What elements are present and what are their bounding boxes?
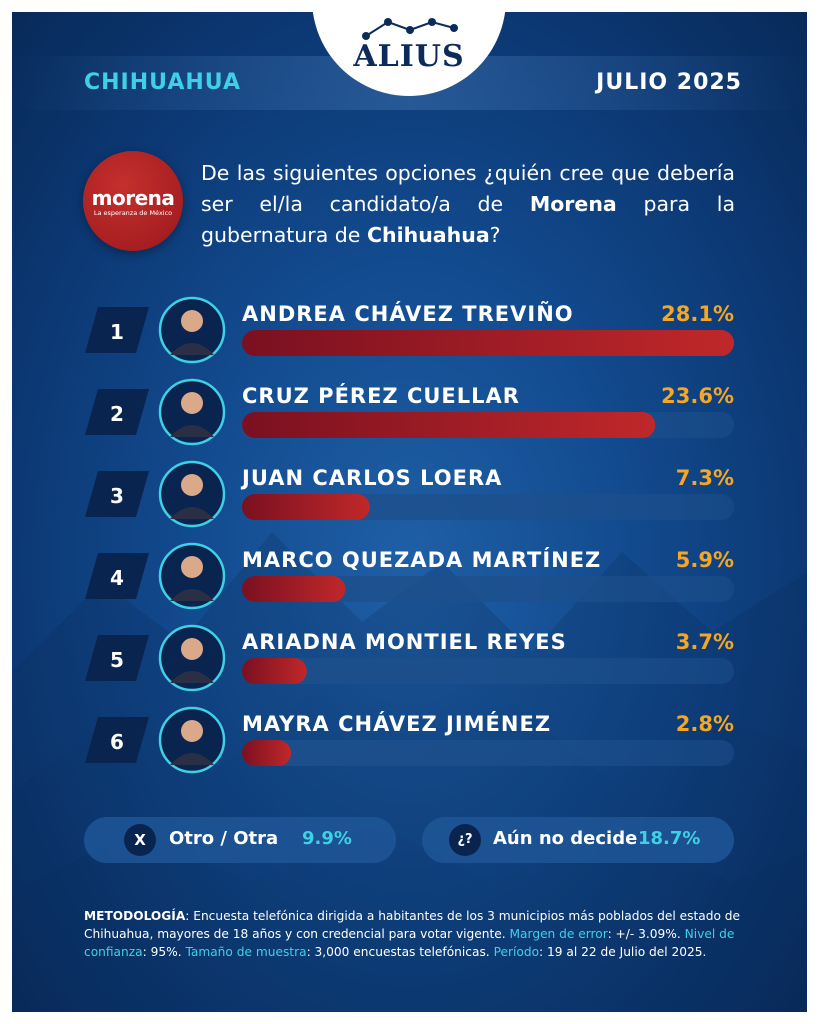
rank-number: 3 bbox=[110, 484, 124, 508]
avatar-head-icon bbox=[181, 556, 203, 578]
bar bbox=[242, 658, 307, 684]
avatar-head-icon bbox=[181, 720, 203, 742]
value-label: 7.3% bbox=[676, 466, 734, 490]
avatar-head-icon bbox=[181, 392, 203, 414]
question-mark-icon: ¿? bbox=[449, 824, 481, 856]
period-label: JULIO 2025 bbox=[596, 70, 742, 95]
avatar-body-icon bbox=[170, 589, 214, 601]
rank-number: 4 bbox=[110, 566, 124, 590]
bar bbox=[242, 494, 370, 520]
bar bbox=[242, 330, 734, 356]
brand-logo: ALIUS bbox=[353, 39, 465, 74]
party-tagline: La esperanza de México bbox=[93, 209, 173, 217]
candidate-name: CRUZ PÉREZ CUELLAR bbox=[242, 383, 520, 408]
party-name: morena bbox=[91, 186, 175, 210]
state-label: CHIHUAHUA bbox=[84, 70, 241, 95]
rank-badge bbox=[85, 635, 149, 681]
other-option-label: Otro / Otra bbox=[169, 828, 279, 849]
avatar-body-icon bbox=[170, 671, 214, 683]
avatar-head-icon bbox=[181, 474, 203, 496]
rank-number: 5 bbox=[110, 648, 124, 672]
party-logo bbox=[83, 151, 183, 251]
rank-badge bbox=[85, 307, 149, 353]
bar-track bbox=[242, 658, 734, 684]
undecided-label: Aún no decide bbox=[493, 828, 638, 849]
candidate-name: MAYRA CHÁVEZ JIMÉNEZ bbox=[242, 711, 551, 736]
other-option-value: 9.9% bbox=[302, 828, 352, 849]
rank-badge bbox=[85, 389, 149, 435]
avatar-head-icon bbox=[181, 638, 203, 660]
methodology-note: METODOLOGÍA: Encuesta telefónica dirigid… bbox=[84, 909, 741, 959]
rank-badge bbox=[85, 553, 149, 599]
value-label: 28.1% bbox=[661, 302, 734, 326]
undecided-value: 18.7% bbox=[638, 828, 701, 849]
bar-track bbox=[242, 576, 734, 602]
value-label: 5.9% bbox=[676, 548, 734, 572]
close-x-icon: X bbox=[124, 824, 156, 856]
candidate-name: MARCO QUEZADA MARTÍNEZ bbox=[242, 547, 601, 572]
candidate-name: ARIADNA MONTIEL REYES bbox=[242, 630, 567, 654]
rank-badge bbox=[85, 471, 149, 517]
avatar-head-icon bbox=[181, 310, 203, 332]
bar bbox=[242, 740, 292, 766]
rank-number: 2 bbox=[110, 402, 124, 426]
value-label: 23.6% bbox=[661, 384, 734, 408]
avatar-body-icon bbox=[170, 425, 214, 437]
survey-question: De las siguientes opciones ¿quién cree q… bbox=[201, 161, 736, 247]
bar bbox=[242, 412, 656, 438]
rank-number: 6 bbox=[110, 730, 124, 754]
ranking-chart: 1 ANDREA CHÁVEZ TREVIÑO 28.1% 2 CRUZ PÉREZ C… bbox=[85, 296, 734, 774]
value-label: 3.7% bbox=[676, 630, 734, 654]
candidate-name: ANDREA CHÁVEZ TREVIÑO bbox=[242, 301, 574, 326]
bar bbox=[242, 576, 346, 602]
avatar-body-icon bbox=[170, 753, 214, 765]
value-label: 2.8% bbox=[676, 712, 734, 736]
rank-badge bbox=[85, 717, 149, 763]
avatar-body-icon bbox=[170, 507, 214, 519]
bar-track bbox=[242, 740, 734, 766]
candidate-name: JUAN CARLOS LOERA bbox=[240, 466, 502, 490]
avatar-body-icon bbox=[170, 343, 214, 355]
line-chart-icon bbox=[362, 18, 458, 40]
poll-card: CHIHUAHUA JULIO 2025 ALIUS morena La esp… bbox=[12, 12, 807, 1012]
rank-number: 1 bbox=[110, 320, 124, 344]
